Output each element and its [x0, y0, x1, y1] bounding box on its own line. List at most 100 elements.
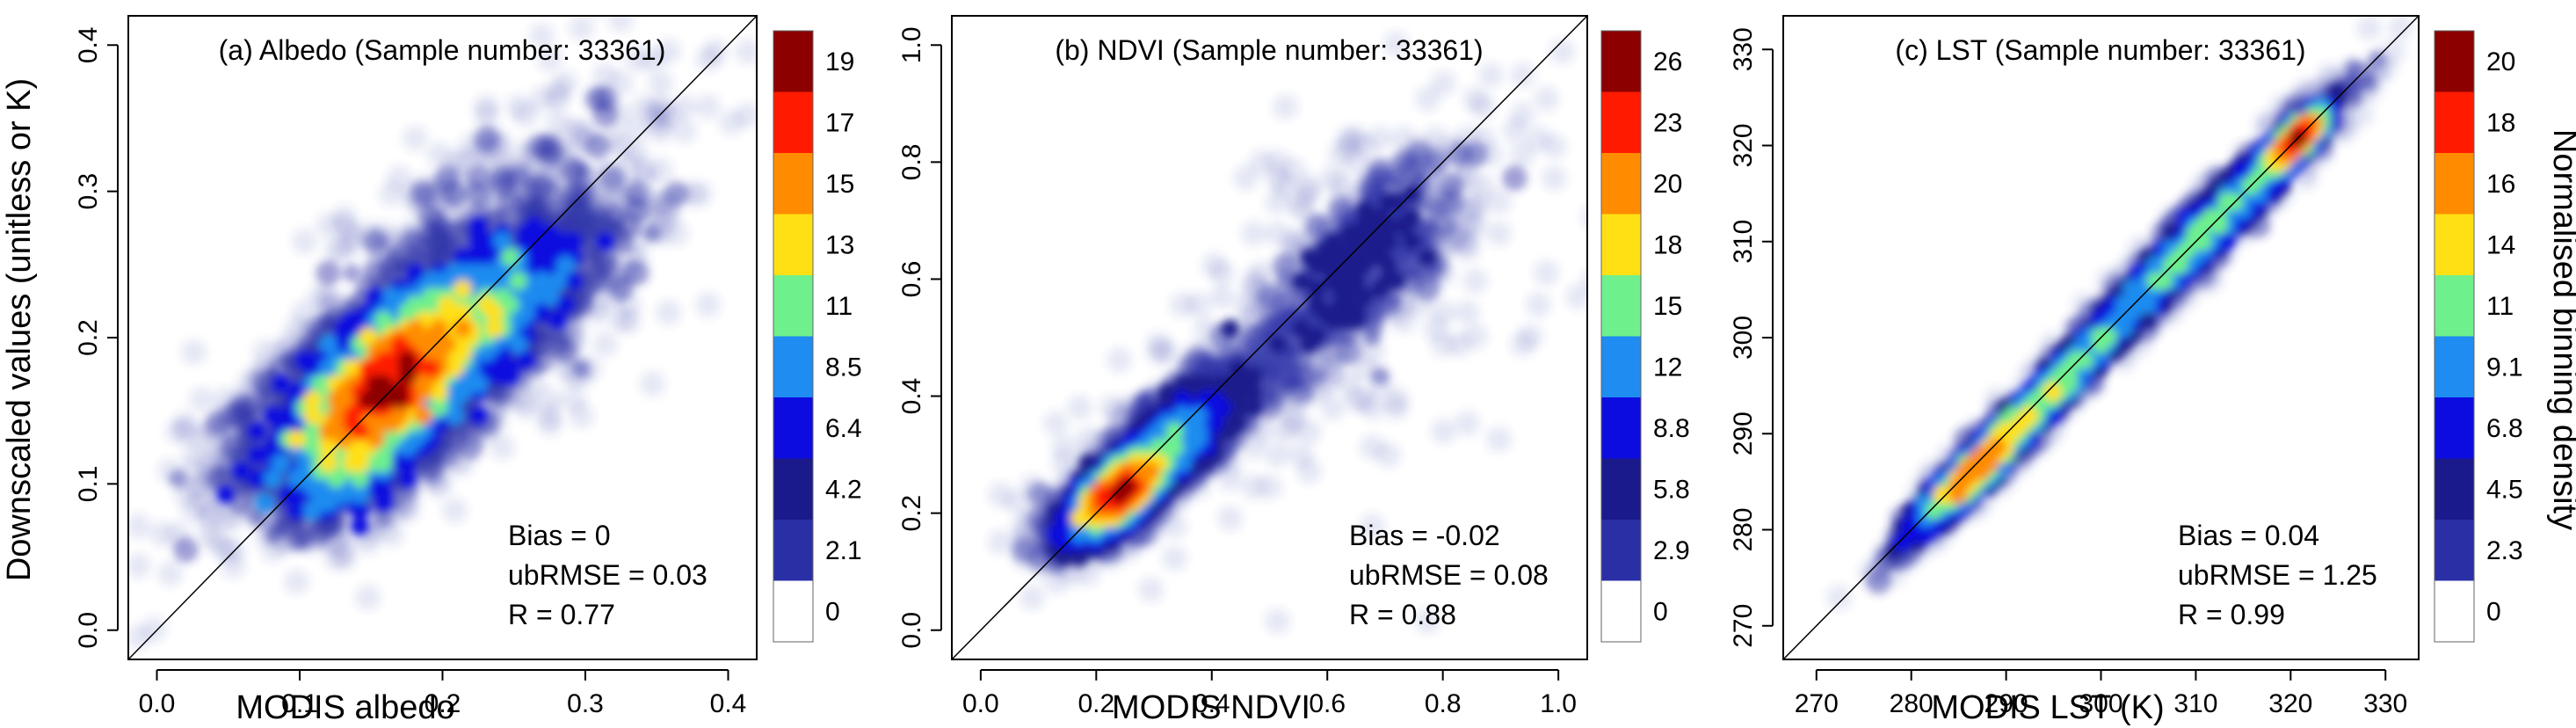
x-tick-label: 0.1	[281, 689, 318, 718]
density-point	[1107, 347, 1132, 373]
colorbar-tick-label: 23	[1653, 108, 1682, 137]
colorbar-frame	[1600, 30, 1642, 643]
density-point	[422, 359, 440, 377]
density-point	[474, 126, 499, 151]
density-point	[216, 485, 235, 504]
colorbar-swatch	[1601, 153, 1641, 215]
density-point	[1276, 272, 1295, 290]
density-point	[1375, 442, 1401, 468]
colorbar: 0 2.3 4.5 6.8 9.1 11 14 16 18 20	[2434, 30, 2523, 643]
density-point	[490, 434, 515, 460]
density-point	[1355, 224, 1374, 243]
colorbar-swatch	[1601, 336, 1641, 397]
density-point	[1866, 569, 1891, 594]
colorbar-tick-label: 0	[825, 597, 840, 626]
density-point	[695, 47, 721, 72]
density-point	[2115, 295, 2133, 314]
density-point	[382, 288, 401, 306]
density-point	[260, 537, 286, 563]
density-point	[1534, 86, 1559, 112]
density-point	[414, 335, 432, 353]
density-point	[1419, 248, 1437, 266]
density-point	[351, 454, 369, 472]
density-point	[1455, 300, 1480, 325]
density-point	[1355, 288, 1374, 306]
density-point	[1423, 126, 1448, 151]
density-point	[695, 292, 721, 317]
density-point	[493, 367, 512, 385]
density-point	[434, 442, 460, 468]
colorbar-tick-label: 20	[2486, 47, 2515, 76]
density-point	[1162, 545, 1187, 571]
density-point	[1391, 126, 1417, 151]
colorbar-swatch	[773, 31, 813, 92]
density-point	[545, 110, 570, 135]
density-point	[1339, 208, 1358, 227]
density-point	[1241, 300, 1266, 325]
colorbar-frame	[2434, 30, 2475, 643]
density-point	[446, 406, 464, 425]
density-point	[1162, 513, 1187, 539]
density-point	[303, 390, 322, 409]
density-point	[525, 288, 543, 306]
density-point	[1209, 284, 1235, 309]
colorbar-swatch	[2435, 153, 2474, 215]
density-point	[1296, 419, 1322, 444]
density-point	[1352, 355, 1377, 381]
density-point	[406, 295, 424, 314]
density-point	[1051, 450, 1077, 476]
density-point	[1510, 331, 1535, 357]
density-point	[1339, 280, 1358, 298]
x-tick-label: 310	[2173, 689, 2217, 718]
density-point	[643, 224, 662, 243]
density-point	[422, 288, 440, 306]
colorbar-swatch	[1601, 520, 1641, 581]
density-point	[1181, 414, 1200, 433]
density-point	[236, 395, 262, 420]
density-point	[1233, 165, 1259, 191]
density-point	[165, 419, 191, 444]
density-point	[537, 411, 562, 436]
stat-bias: Bias = 0	[508, 520, 611, 551]
colorbar-swatch	[1601, 91, 1641, 153]
density-point	[1395, 216, 1413, 235]
density-point	[1284, 375, 1303, 393]
density-point	[1371, 367, 1390, 385]
density-point	[374, 311, 393, 330]
colorbar-tick-label: 11	[825, 292, 853, 321]
colorbar-tick-label: 18	[1653, 230, 1682, 259]
density-point	[525, 177, 543, 195]
density-point	[656, 205, 681, 230]
y-axis-label: Downscaled values (unitless or K)	[1, 78, 38, 581]
x-tick-label: 320	[2268, 689, 2312, 718]
colorbar-tick-label: 26	[1653, 47, 1682, 76]
y-axis: 0.0 0.1 0.2 0.3 0.4	[74, 26, 119, 649]
density-point	[1265, 189, 1290, 215]
colorbar-tick-label: 6.8	[2486, 414, 2523, 443]
density-point	[279, 351, 298, 369]
x-tick-label: 0.2	[424, 689, 461, 718]
density-point	[1526, 292, 1551, 317]
density-point	[461, 264, 480, 282]
colorbar-tick-label: 8.8	[1653, 414, 1690, 443]
density-point	[1292, 272, 1310, 290]
density-point	[181, 474, 207, 499]
density-point	[1391, 149, 1417, 175]
density-point	[1423, 149, 1448, 175]
y-tick-label: 0.2	[74, 319, 103, 356]
density-point	[493, 232, 512, 251]
x-axis-label: MODIS albedo	[236, 689, 454, 726]
colorbar-swatch	[773, 153, 813, 215]
density-point	[256, 493, 274, 512]
density-point	[988, 482, 1013, 507]
colorbar-tick-label: 16	[2486, 170, 2515, 199]
density-point	[600, 165, 626, 191]
density-point	[1360, 173, 1385, 199]
colorbar-tick-label: 19	[825, 47, 854, 76]
density-point	[572, 359, 591, 377]
colorbar-swatch	[773, 397, 813, 459]
density-point	[232, 446, 250, 464]
one-to-one-line	[1782, 15, 2420, 660]
density-point	[2115, 311, 2133, 330]
density-point	[1273, 252, 1298, 278]
